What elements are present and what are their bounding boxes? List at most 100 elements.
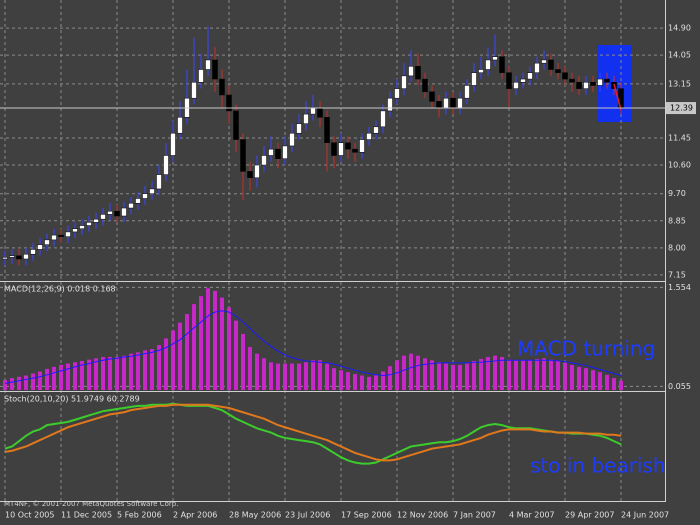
candle-body — [436, 101, 442, 108]
candle-body — [373, 126, 379, 134]
y-tick-label: 8.85 — [668, 216, 686, 225]
histogram-bar — [269, 362, 273, 390]
histogram-bar — [45, 368, 49, 390]
y-tick-label: 14.05 — [668, 51, 691, 60]
candle-body — [51, 234, 57, 241]
candle-body — [58, 234, 64, 237]
histogram-bar — [185, 314, 189, 390]
candle-body — [366, 132, 372, 140]
candle-body — [415, 66, 421, 80]
candle-body — [163, 155, 169, 175]
candle-body — [121, 207, 127, 217]
candle-body — [317, 107, 323, 118]
y-tick-label: 1.554 — [668, 283, 691, 292]
histogram-bar — [416, 355, 420, 390]
candle-body — [135, 198, 141, 204]
candle-body — [527, 72, 533, 80]
candle-body — [275, 148, 281, 159]
candle-body — [9, 255, 15, 258]
y-tick-label: 0.055 — [668, 382, 691, 391]
histogram-bar — [290, 363, 294, 390]
candle-body — [254, 164, 260, 179]
histogram-bar — [262, 358, 266, 390]
histogram-bar — [409, 353, 413, 390]
x-tick-label: 17 Sep 2006 — [341, 511, 392, 520]
candle-body — [576, 81, 582, 89]
x-tick-label: 11 Dec 2005 — [61, 511, 112, 520]
last-price-label: 12.39 — [670, 104, 693, 113]
candle-body — [128, 203, 134, 209]
histogram-bar — [528, 360, 532, 390]
histogram-bar — [143, 350, 147, 390]
x-tick-label: 28 May 2006 — [229, 511, 281, 520]
histogram-bar — [444, 363, 448, 390]
x-tick-label: 23 Jul 2006 — [285, 511, 330, 520]
histogram-bar — [395, 360, 399, 390]
annotation: sto in bearish — [530, 454, 666, 478]
histogram-bar — [31, 373, 35, 390]
candle-body — [506, 72, 512, 89]
histogram-bar — [108, 356, 112, 390]
candle-body — [65, 231, 71, 237]
histogram-bar — [94, 358, 98, 390]
candle-body — [212, 59, 218, 80]
candle-body — [2, 257, 8, 260]
y-tick-label: 10.60 — [668, 161, 691, 170]
histogram-bar — [325, 363, 329, 390]
histogram-bar — [234, 320, 238, 390]
histogram-bar — [605, 374, 609, 390]
histogram-bar — [430, 360, 434, 390]
candle-body — [464, 85, 470, 99]
plot-layer — [0, 0, 665, 501]
histogram-bar — [157, 345, 161, 390]
histogram-bar — [311, 360, 315, 390]
histogram-bar — [591, 370, 595, 390]
candle-body — [604, 78, 610, 83]
candle-body — [338, 142, 344, 156]
candle-body — [289, 132, 295, 147]
candle-body — [324, 117, 330, 144]
histogram-bar — [136, 352, 140, 390]
candle-body — [198, 69, 204, 83]
histogram-bar — [563, 362, 567, 390]
candle-body — [359, 139, 365, 153]
candle-body — [72, 228, 78, 233]
histogram-bar — [332, 368, 336, 390]
histogram-bar — [115, 356, 119, 390]
candle-body — [205, 59, 211, 70]
histogram-bar — [276, 363, 280, 390]
candle-body — [296, 123, 302, 134]
histogram-bar — [24, 375, 28, 390]
histogram-bar — [346, 372, 350, 390]
histogram-bar — [402, 355, 406, 390]
histogram-bar — [514, 360, 518, 390]
candle-body — [233, 110, 239, 140]
histogram-bar — [220, 297, 224, 390]
arrow — [613, 83, 622, 111]
histogram-bar — [80, 360, 84, 390]
candle-body — [107, 210, 113, 215]
histogram-bar — [213, 290, 217, 390]
histogram-bar — [227, 307, 231, 390]
histogram-bar — [521, 360, 525, 390]
candle-body — [492, 56, 498, 61]
histogram-bar — [297, 363, 301, 390]
candle-body — [100, 214, 106, 220]
candle-body — [310, 107, 316, 115]
histogram-bar — [556, 360, 560, 390]
candle-body — [177, 117, 183, 134]
histogram-bar — [479, 358, 483, 390]
candle-body — [86, 222, 92, 226]
histogram-bar — [73, 362, 77, 390]
candle-body — [478, 69, 484, 73]
indicator-line — [4, 403, 622, 462]
x-tick-label: 7 Jan 2007 — [453, 511, 496, 520]
histogram-bar — [255, 353, 259, 390]
candle-body — [534, 62, 540, 73]
histogram-bar — [318, 360, 322, 390]
candle-body — [226, 94, 232, 112]
candle-body — [282, 145, 288, 159]
candle-body — [16, 255, 22, 260]
candle-body — [44, 239, 50, 245]
